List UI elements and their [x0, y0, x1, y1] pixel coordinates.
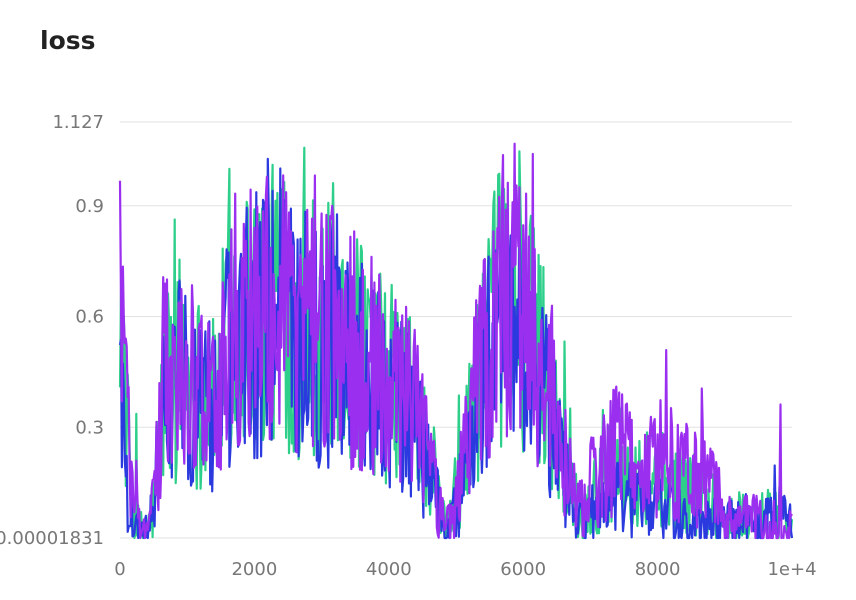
y-axis-ticks: 0.00001831 0.3 0.6 0.9 1.127: [0, 112, 104, 549]
x-tick-label: 0: [114, 559, 125, 580]
series-lines: [118, 142, 794, 540]
y-tick-label: 0.6: [75, 307, 104, 328]
x-tick-label: 8000: [635, 559, 681, 580]
x-tick-label: 1e+4: [767, 559, 816, 580]
series-line-3: [118, 142, 793, 540]
chart-title: loss: [40, 26, 96, 55]
x-tick-label: 6000: [500, 559, 546, 580]
y-tick-label: 1.127: [52, 112, 104, 133]
y-tick-label: 0.00001831: [0, 528, 104, 549]
x-tick-label: 2000: [231, 559, 277, 580]
y-tick-label: 0.3: [75, 417, 104, 438]
x-tick-label: 4000: [366, 559, 412, 580]
y-tick-label: 0.9: [75, 196, 104, 217]
x-axis-ticks: 0 2000 4000 6000 8000 1e+4: [114, 559, 816, 580]
